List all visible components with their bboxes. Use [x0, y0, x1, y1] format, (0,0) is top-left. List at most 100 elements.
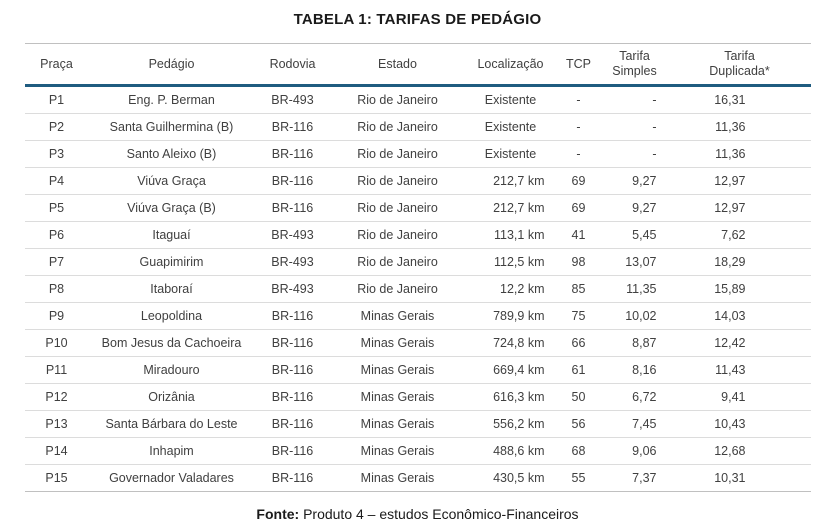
table-cell: 212,7 km [493, 174, 545, 188]
table-cell: Rio de Janeiro [357, 228, 438, 242]
table-row: P10 Bom Jesus da Cachoeira BR-116 Minas Ger… [24, 330, 811, 357]
table-cell: 5,45 [632, 228, 657, 242]
table-cell: 724,8 km [493, 336, 545, 350]
table-row: P4 Viúva Graça BR-116 Rio de Janeiro 212,7 k… [24, 168, 811, 195]
table-cell: 11,36 [715, 147, 746, 161]
table-cell: 50 [571, 390, 586, 404]
table-cell: 10,43 [714, 417, 746, 431]
column-header: TCP [566, 56, 591, 71]
table-cell: 12,68 [714, 444, 746, 458]
toll-tariffs-table: Praça Pedágio Rodovia Estado Localização TCP T… [24, 43, 811, 492]
table-cell: 488,6 km [493, 444, 545, 458]
table-cell: - [576, 120, 581, 134]
table-cell: BR-116 [271, 120, 314, 134]
table-cell: 9,06 [632, 444, 657, 458]
table-cell: 11,36 [715, 120, 746, 134]
table-cell: Viúva Graça (B) [127, 201, 216, 215]
table-cell: 98 [571, 255, 586, 269]
table-cell: Leopoldina [140, 309, 203, 323]
table-row: P6 Itaguaí BR-493 Rio de Janeiro 113,1 km 41 5… [24, 222, 811, 249]
table-cell: P11 [45, 363, 68, 377]
table-cell: 13,07 [625, 255, 657, 269]
table-cell: 75 [571, 309, 586, 323]
table-cell: Rio de Janeiro [357, 147, 438, 161]
table-cell: Existente [484, 93, 537, 107]
table-cell: 10,02 [625, 309, 657, 323]
table-cell: Guapimirim [139, 255, 204, 269]
table-cell: 9,27 [632, 174, 657, 188]
table-cell: 112,5 km [494, 255, 545, 269]
table-cell: Minas Gerais [360, 471, 435, 485]
table-row: P5 Viúva Graça (B) BR-116 Rio de Janeiro 212… [24, 195, 811, 222]
table-cell: Rio de Janeiro [357, 174, 438, 188]
table-row: P11 Miradouro BR-116 Minas Gerais 669,4 km 61… [24, 357, 811, 384]
table-cell: 11,35 [626, 282, 657, 296]
table-cell: Santa Guilhermina (B) [109, 120, 234, 134]
table-cell: Eng. P. Berman [128, 93, 215, 107]
table-row: P8 Itaboraí BR-493 Rio de Janeiro 12,2 km 85 1… [24, 276, 811, 303]
table-cell: 212,7 km [493, 201, 545, 215]
table-cell: 69 [571, 201, 586, 215]
table-cell: BR-116 [271, 201, 314, 215]
table-cell: 12,97 [714, 201, 746, 215]
table-cell: 430,5 km [493, 471, 545, 485]
table-cell: P10 [45, 336, 68, 350]
table-cell: Minas Gerais [360, 309, 435, 323]
table-header: Praça Pedágio Rodovia Estado Localização TCP T… [24, 44, 811, 86]
table-cell: Minas Gerais [360, 444, 435, 458]
table-cell: 16,31 [714, 93, 746, 107]
column-header: Praça [40, 56, 73, 71]
table-cell: P3 [48, 147, 65, 161]
table-cell: 789,9 km [493, 309, 545, 323]
table-cell: 669,4 km [493, 363, 545, 377]
table-row: P3 Santo Aleixo (B) BR-116 Rio de Janeiro Ex… [24, 141, 811, 168]
table-cell: BR-493 [271, 228, 314, 242]
table-cell: Existente [484, 120, 537, 134]
table-cell: Viúva Graça [137, 174, 206, 188]
table-cell: 68 [571, 444, 586, 458]
table-cell: - [652, 147, 657, 161]
table-cell: 556,2 km [493, 417, 545, 431]
table-cell: P4 [48, 174, 65, 188]
table-cell: Minas Gerais [360, 363, 435, 377]
table-cell: Rio de Janeiro [357, 282, 438, 296]
table-cell: - [652, 93, 657, 107]
table-cell: Itaguaí [152, 228, 191, 242]
table-cell: Inhapim [149, 444, 194, 458]
table-cell: BR-116 [271, 147, 314, 161]
table-cell: 56 [571, 417, 586, 431]
table-cell: P5 [48, 201, 65, 215]
table-cell: P13 [45, 417, 68, 431]
column-header: Pedágio [148, 56, 195, 71]
table-cell: Itaboraí [150, 282, 193, 296]
table-cell: Rio de Janeiro [357, 93, 438, 107]
table-cell: Minas Gerais [360, 390, 435, 404]
column-header: Rodovia [269, 56, 316, 71]
table-row: P13 Santa Bárbara do Leste BR-116 Minas Ger… [24, 411, 811, 438]
table-cell: BR-116 [271, 417, 314, 431]
table-cell: 12,42 [714, 336, 746, 350]
table-cell: 14,03 [714, 309, 746, 323]
table-row: P12 Orizânia BR-116 Minas Gerais 616,3 km 50 6… [24, 384, 811, 411]
table-cell: 15,89 [714, 282, 746, 296]
table-cell: P1 [48, 93, 65, 107]
table-cell: 41 [571, 228, 586, 242]
table-cell: Santo Aleixo (B) [126, 147, 217, 161]
table-cell: 9,41 [721, 390, 746, 404]
column-header: Tarifa Simples [612, 49, 657, 78]
table-cell: BR-116 [271, 336, 314, 350]
table-cell: - [576, 147, 581, 161]
table-cell: - [576, 93, 581, 107]
table-cell: 11,43 [715, 363, 746, 377]
table-cell: BR-116 [271, 390, 314, 404]
table-cell: 18,29 [714, 255, 746, 269]
table-cell: P2 [48, 120, 65, 134]
source-note: Fonte: Produto 4 – estudos Econômico-Fin… [0, 506, 835, 522]
table-cell: Minas Gerais [360, 417, 435, 431]
source-text: Produto 4 – estudos Econômico-Financeiro… [299, 506, 579, 522]
table-cell: Rio de Janeiro [357, 120, 438, 134]
column-header: Localização [477, 56, 544, 71]
table-cell: BR-116 [271, 174, 314, 188]
table-cell: P12 [45, 390, 68, 404]
